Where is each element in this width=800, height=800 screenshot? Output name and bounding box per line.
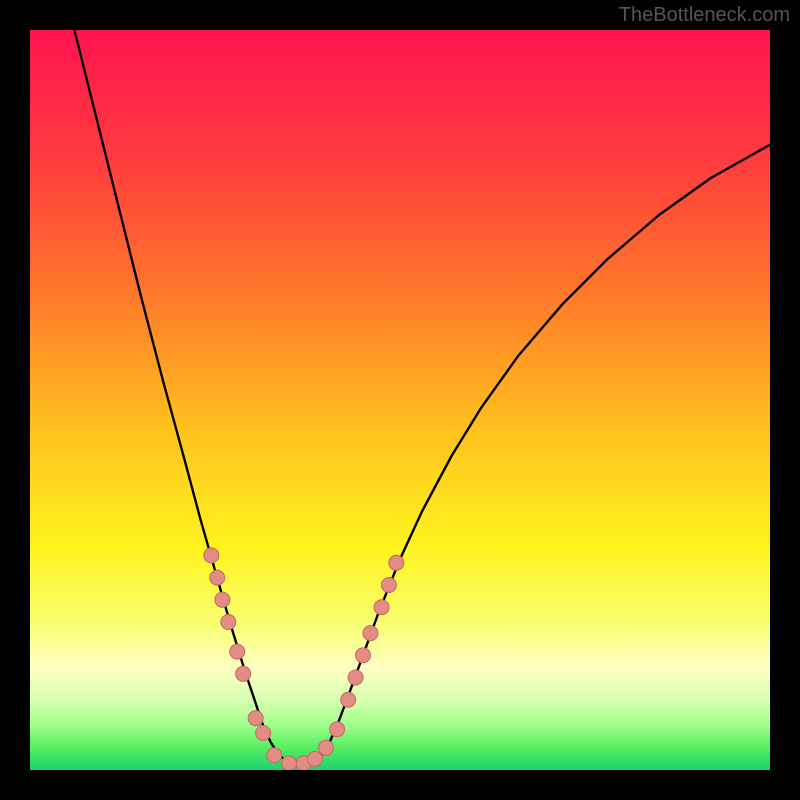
data-marker bbox=[221, 615, 236, 630]
data-marker bbox=[282, 756, 297, 770]
data-marker bbox=[341, 692, 356, 707]
data-marker bbox=[215, 592, 230, 607]
data-marker bbox=[248, 711, 263, 726]
data-marker bbox=[210, 570, 225, 585]
data-marker bbox=[381, 578, 396, 593]
data-marker bbox=[319, 740, 334, 755]
data-marker bbox=[330, 722, 345, 737]
bottleneck-v-chart bbox=[30, 30, 770, 770]
chart-background bbox=[30, 30, 770, 770]
data-marker bbox=[236, 666, 251, 681]
data-marker bbox=[356, 648, 371, 663]
data-marker bbox=[230, 644, 245, 659]
data-marker bbox=[256, 726, 271, 741]
data-marker bbox=[204, 548, 219, 563]
data-marker bbox=[363, 626, 378, 641]
data-marker bbox=[374, 600, 389, 615]
chart-svg bbox=[30, 30, 770, 770]
data-marker bbox=[389, 555, 404, 570]
watermark-text: TheBottleneck.com bbox=[619, 4, 790, 27]
data-marker bbox=[307, 751, 322, 766]
data-marker bbox=[348, 670, 363, 685]
data-marker bbox=[267, 748, 282, 763]
